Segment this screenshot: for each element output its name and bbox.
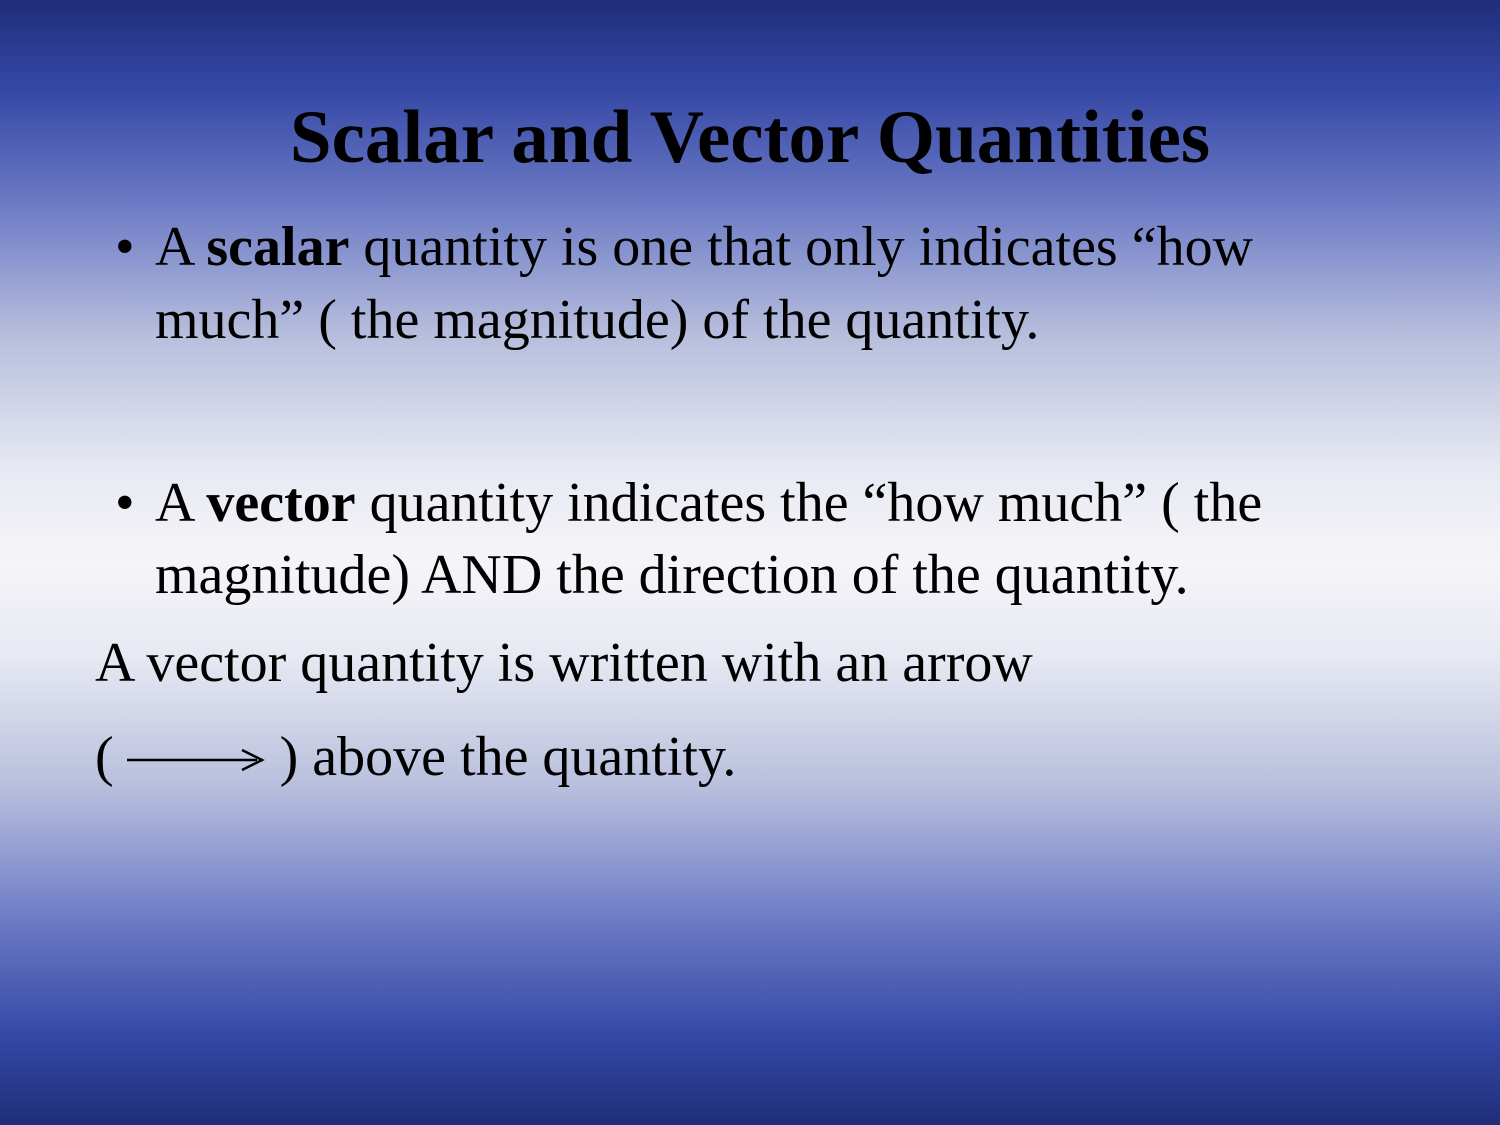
bullet1-bold: scalar [206, 216, 349, 278]
bullet2-text-part1: A [155, 472, 206, 534]
slide-container: Scalar and Vector Quantities A scalar qu… [0, 0, 1500, 1125]
bullet2-bold: vector [206, 472, 355, 534]
spacer [95, 367, 1405, 467]
vector-arrow-text: A vector quantity is written with an arr… [95, 627, 1405, 700]
paren-close-text: ) above the quantity. [280, 715, 737, 799]
arrow-icon [122, 715, 272, 799]
bullet-scalar: A scalar quantity is one that only indic… [95, 211, 1405, 357]
paren-open: ( [95, 715, 114, 799]
bullet-vector: A vector quantity indicates the “how muc… [95, 467, 1405, 613]
arrow-notation-line: ( ) above the quantity. [95, 715, 1405, 799]
slide-title: Scalar and Vector Quantities [95, 95, 1405, 181]
bullet1-text-part1: A [155, 216, 206, 278]
